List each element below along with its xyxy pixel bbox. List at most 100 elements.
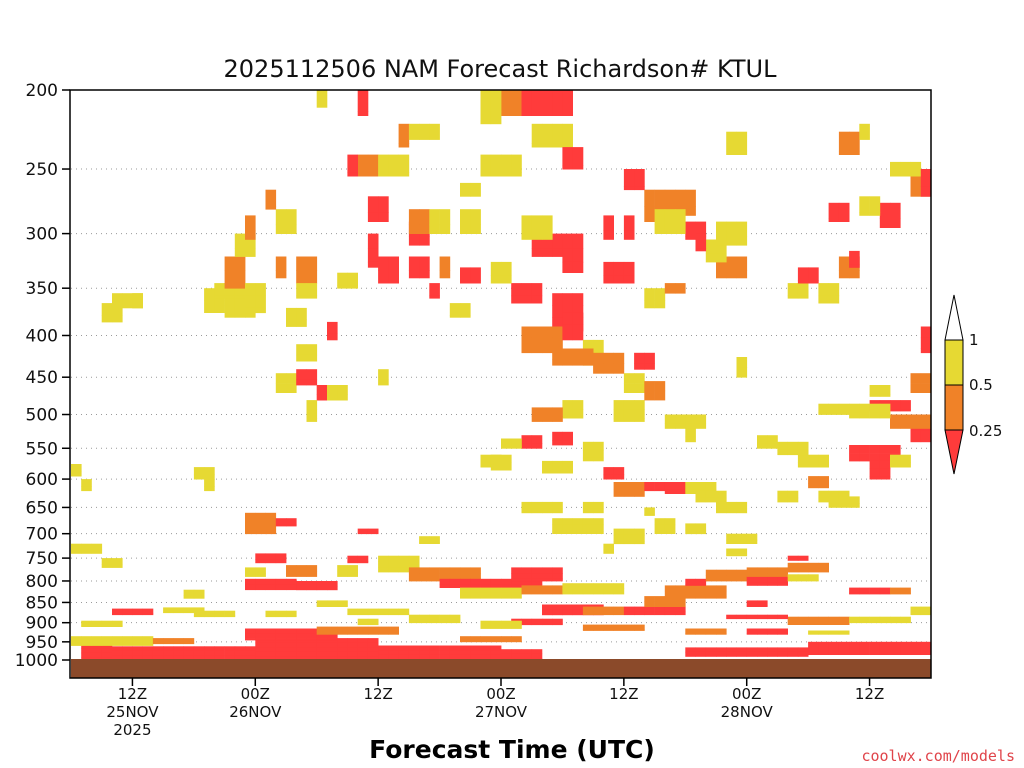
ri-cell-red xyxy=(552,573,563,580)
ri-cell-orange xyxy=(818,568,829,573)
ri-cell-orange xyxy=(695,585,707,592)
ri-cell-yellow xyxy=(511,446,522,449)
ri-cell-red xyxy=(920,641,932,647)
ri-cell-yellow xyxy=(623,373,635,384)
ri-cell-red xyxy=(777,651,788,657)
ri-cell-yellow xyxy=(593,583,604,590)
ri-cell-red xyxy=(716,651,727,657)
ri-cell-orange xyxy=(890,587,901,594)
ri-cell-orange xyxy=(306,270,318,284)
ri-cell-orange xyxy=(664,596,676,602)
ri-cell-red xyxy=(849,646,860,652)
ri-cell-red xyxy=(849,250,860,266)
ri-cell-yellow xyxy=(705,253,717,263)
ri-cell-red xyxy=(572,609,584,616)
ri-cell-red xyxy=(767,651,778,657)
ri-cell-red xyxy=(286,628,297,634)
ri-cell-yellow xyxy=(572,518,584,526)
ri-cell-orange xyxy=(419,209,430,226)
ri-cell-red xyxy=(757,582,768,586)
ri-cell-red xyxy=(521,111,533,116)
ri-cell-red xyxy=(255,628,266,634)
y-tick-label-500: 500 xyxy=(26,406,58,426)
ri-cell-orange xyxy=(818,483,829,489)
ri-cell-yellow xyxy=(337,605,348,607)
ri-cell-yellow xyxy=(603,588,614,595)
ri-cell-red xyxy=(296,628,307,634)
ri-cell-yellow xyxy=(327,605,338,607)
ri-cell-yellow xyxy=(71,640,82,646)
ri-cell-red xyxy=(849,641,860,647)
ri-cell-yellow xyxy=(183,607,195,613)
ri-cell-red xyxy=(122,650,133,656)
ri-cell-yellow xyxy=(296,354,307,362)
ri-cell-yellow xyxy=(439,619,451,624)
ri-cell-yellow xyxy=(255,567,266,574)
ri-cell-yellow xyxy=(695,497,707,503)
ri-cell-red xyxy=(572,248,584,263)
ri-cell-orange xyxy=(664,189,676,207)
ri-cell-yellow xyxy=(582,524,594,532)
ri-cell-orange xyxy=(900,587,911,594)
ri-cell-orange xyxy=(603,352,614,364)
ri-cell-yellow xyxy=(316,600,328,606)
ri-cell-red xyxy=(460,267,471,281)
ri-cell-yellow xyxy=(634,409,645,419)
ri-cell-red xyxy=(654,489,666,492)
ri-cell-red xyxy=(920,326,932,339)
ri-cell-yellow xyxy=(654,224,666,234)
ri-cell-red xyxy=(408,236,420,246)
ri-cell-yellow xyxy=(859,412,870,419)
ri-cell-yellow xyxy=(81,479,92,487)
ri-cell-yellow xyxy=(306,409,318,419)
ri-cell-yellow xyxy=(408,614,420,621)
ri-cell-yellow xyxy=(767,435,778,444)
ri-cell-red xyxy=(726,614,737,620)
ri-cell-red xyxy=(275,656,287,661)
ri-cell-yellow xyxy=(695,482,707,490)
ri-cell-yellow xyxy=(112,315,123,323)
ri-cell-red xyxy=(767,576,778,583)
ri-cell-yellow xyxy=(101,564,113,568)
ri-cell-red xyxy=(501,653,512,659)
credit-link[interactable]: coolwx.com/models xyxy=(861,747,1015,765)
ri-cell-yellow xyxy=(132,636,143,642)
ri-cell-orange xyxy=(521,590,533,595)
ri-cell-red xyxy=(470,645,481,651)
ri-cell-red xyxy=(122,608,133,615)
ri-cell-red xyxy=(183,650,195,656)
ri-cell-red xyxy=(347,154,358,173)
colorbar-bin-yellow xyxy=(944,339,964,386)
ri-cell-yellow xyxy=(664,518,676,526)
ri-cell-red xyxy=(255,638,266,644)
ri-cell-yellow xyxy=(327,394,338,401)
ri-cell-red xyxy=(542,573,553,580)
ri-cell-yellow xyxy=(296,295,307,299)
ri-cell-yellow xyxy=(736,539,748,544)
ri-cell-yellow xyxy=(275,615,287,618)
ri-cell-orange xyxy=(429,578,440,582)
ri-cell-yellow xyxy=(286,224,297,234)
ri-cell-orange xyxy=(531,326,543,339)
ri-cell-red xyxy=(490,645,502,651)
ri-cell-red xyxy=(552,440,563,446)
ri-cell-yellow xyxy=(204,486,215,492)
ri-cell-orange xyxy=(613,363,625,374)
ri-cell-yellow xyxy=(603,549,614,554)
ri-cell-yellow xyxy=(869,394,881,397)
ri-cell-red xyxy=(757,628,768,634)
ri-cell-red xyxy=(245,650,256,656)
ri-cell-red xyxy=(890,445,901,454)
ri-cell-orange xyxy=(327,626,338,632)
ri-cell-orange xyxy=(347,626,358,632)
ri-cell-red xyxy=(327,651,338,657)
ri-cell-yellow xyxy=(327,385,338,395)
ri-cell-yellow xyxy=(224,615,236,618)
ri-cell-red xyxy=(859,453,870,462)
ri-cell-red xyxy=(869,468,881,477)
ri-cell-orange xyxy=(367,626,379,632)
ri-cell-red xyxy=(900,641,911,647)
ri-cell-yellow xyxy=(572,409,584,419)
ri-cell-yellow xyxy=(460,587,471,594)
ri-cell-red xyxy=(797,555,809,561)
